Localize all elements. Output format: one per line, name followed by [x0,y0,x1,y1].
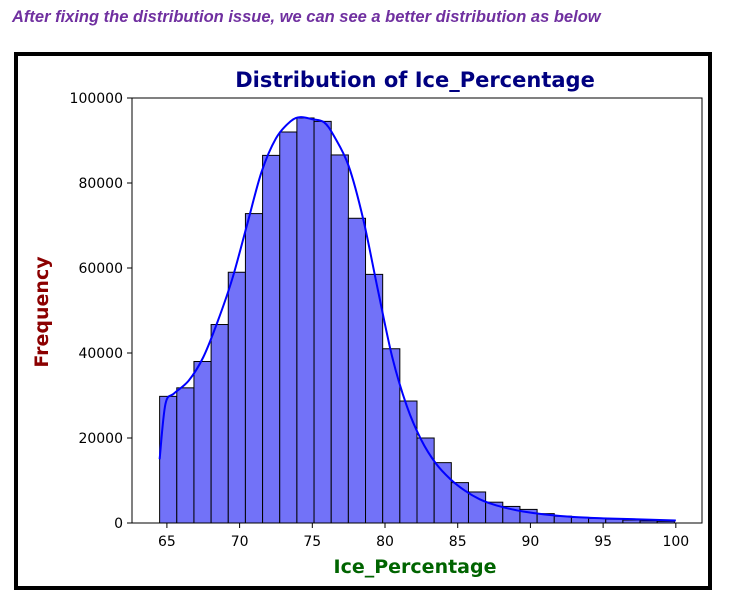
histogram-bar [416,437,435,524]
y-tick-label: 60000 [78,261,123,277]
histogram-bar [313,120,332,524]
kde-line [158,116,676,522]
histogram-bar [296,117,315,524]
x-axis: 65 70 75 80 85 90 95 100 [158,523,689,550]
histogram-bar [176,387,195,524]
histogram-bar [193,361,212,524]
histogram-bar [244,213,264,524]
histogram-bar [365,273,384,524]
x-tick-label: 90 [522,534,540,550]
x-tick-label: 65 [158,534,176,550]
histogram-bar [347,217,367,524]
x-tick-label: 100 [662,534,689,550]
histogram-bar [227,271,246,524]
histogram-bar [450,482,469,524]
histogram-bar [279,131,298,524]
x-tick-label: 75 [303,534,321,550]
x-tick-label: 70 [231,534,249,550]
y-axis: 0 20000 40000 60000 80000 100000 [70,91,132,532]
histogram-bar [399,400,418,524]
x-axis-label: Ice_Percentage [334,556,497,578]
histogram-bar [330,154,349,524]
x-tick-label: 80 [376,534,394,550]
y-axis-label: Frequency [31,256,53,368]
x-tick-label: 95 [594,534,612,550]
histogram-bar [210,324,229,524]
x-tick-label: 85 [449,534,467,550]
y-tick-label: 80000 [78,176,123,192]
chart-title: Distribution of Ice_Percentage [235,68,595,92]
y-tick-label: 100000 [70,91,123,107]
histogram-bar [467,491,487,524]
caption: After fixing the distribution issue, we … [12,8,601,26]
plot-area [131,97,703,524]
y-tick-label: 40000 [78,346,123,362]
y-tick-label: 20000 [78,431,123,447]
y-tick-label: 0 [114,516,123,532]
histogram-bar [159,395,178,524]
histogram-bars [159,117,675,524]
histogram-bar [262,154,281,524]
